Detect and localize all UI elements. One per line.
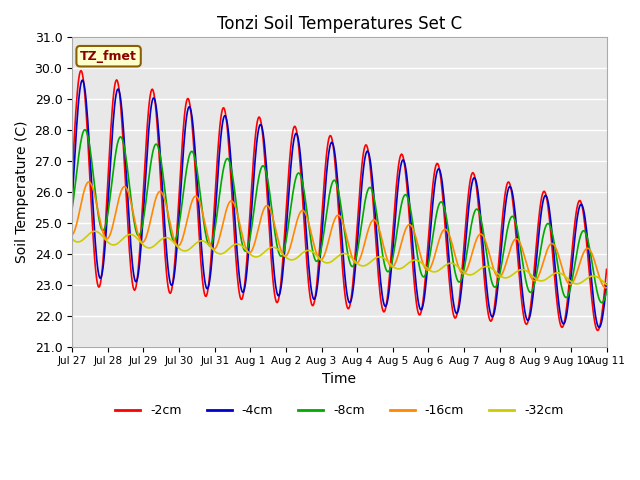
Title: Tonzi Soil Temperatures Set C: Tonzi Soil Temperatures Set C: [217, 15, 462, 33]
-16cm: [134, 229, 141, 235]
-2cm: [68, 174, 76, 180]
-2cm: [188, 119, 196, 124]
-32cm: [134, 236, 141, 241]
-8cm: [134, 232, 141, 238]
-2cm: [134, 273, 141, 279]
-32cm: [78, 238, 86, 243]
-4cm: [134, 275, 141, 281]
-2cm: [594, 327, 602, 333]
-2cm: [79, 72, 86, 78]
-2cm: [405, 208, 413, 214]
-8cm: [420, 274, 428, 279]
Line: -8cm: -8cm: [72, 130, 607, 302]
Line: -4cm: -4cm: [72, 80, 607, 327]
-8cm: [603, 288, 611, 294]
-4cm: [595, 324, 603, 330]
-16cm: [78, 197, 86, 203]
-32cm: [420, 263, 428, 268]
Text: TZ_fmet: TZ_fmet: [80, 50, 137, 63]
Y-axis label: Soil Temperature (C): Soil Temperature (C): [15, 121, 29, 263]
-32cm: [91, 228, 99, 234]
-4cm: [79, 77, 86, 83]
-8cm: [78, 134, 86, 140]
-32cm: [188, 244, 196, 250]
Line: -32cm: -32cm: [72, 231, 607, 285]
-32cm: [405, 260, 413, 266]
-2cm: [77, 68, 85, 73]
-4cm: [68, 198, 76, 204]
-32cm: [68, 236, 76, 242]
Line: -16cm: -16cm: [72, 182, 607, 288]
-8cm: [216, 188, 224, 194]
-4cm: [405, 193, 413, 199]
-8cm: [405, 198, 413, 204]
-8cm: [188, 148, 196, 154]
-32cm: [216, 251, 224, 257]
-8cm: [68, 205, 76, 211]
-8cm: [81, 127, 88, 132]
-16cm: [68, 232, 76, 238]
Line: -2cm: -2cm: [72, 71, 607, 330]
-16cm: [420, 264, 428, 270]
-16cm: [405, 222, 413, 228]
-32cm: [603, 282, 611, 288]
-4cm: [188, 113, 196, 119]
-2cm: [216, 121, 224, 127]
-2cm: [603, 266, 611, 272]
-2cm: [420, 285, 428, 290]
-16cm: [84, 179, 92, 185]
-16cm: [603, 285, 611, 290]
-16cm: [216, 233, 224, 239]
-16cm: [188, 199, 196, 205]
-8cm: [598, 300, 606, 305]
-4cm: [78, 78, 86, 84]
Legend: -2cm, -4cm, -8cm, -16cm, -32cm: -2cm, -4cm, -8cm, -16cm, -32cm: [110, 399, 568, 422]
-4cm: [603, 281, 611, 287]
X-axis label: Time: Time: [323, 372, 356, 386]
-16cm: [602, 285, 610, 291]
-4cm: [420, 294, 428, 300]
-4cm: [216, 143, 224, 148]
